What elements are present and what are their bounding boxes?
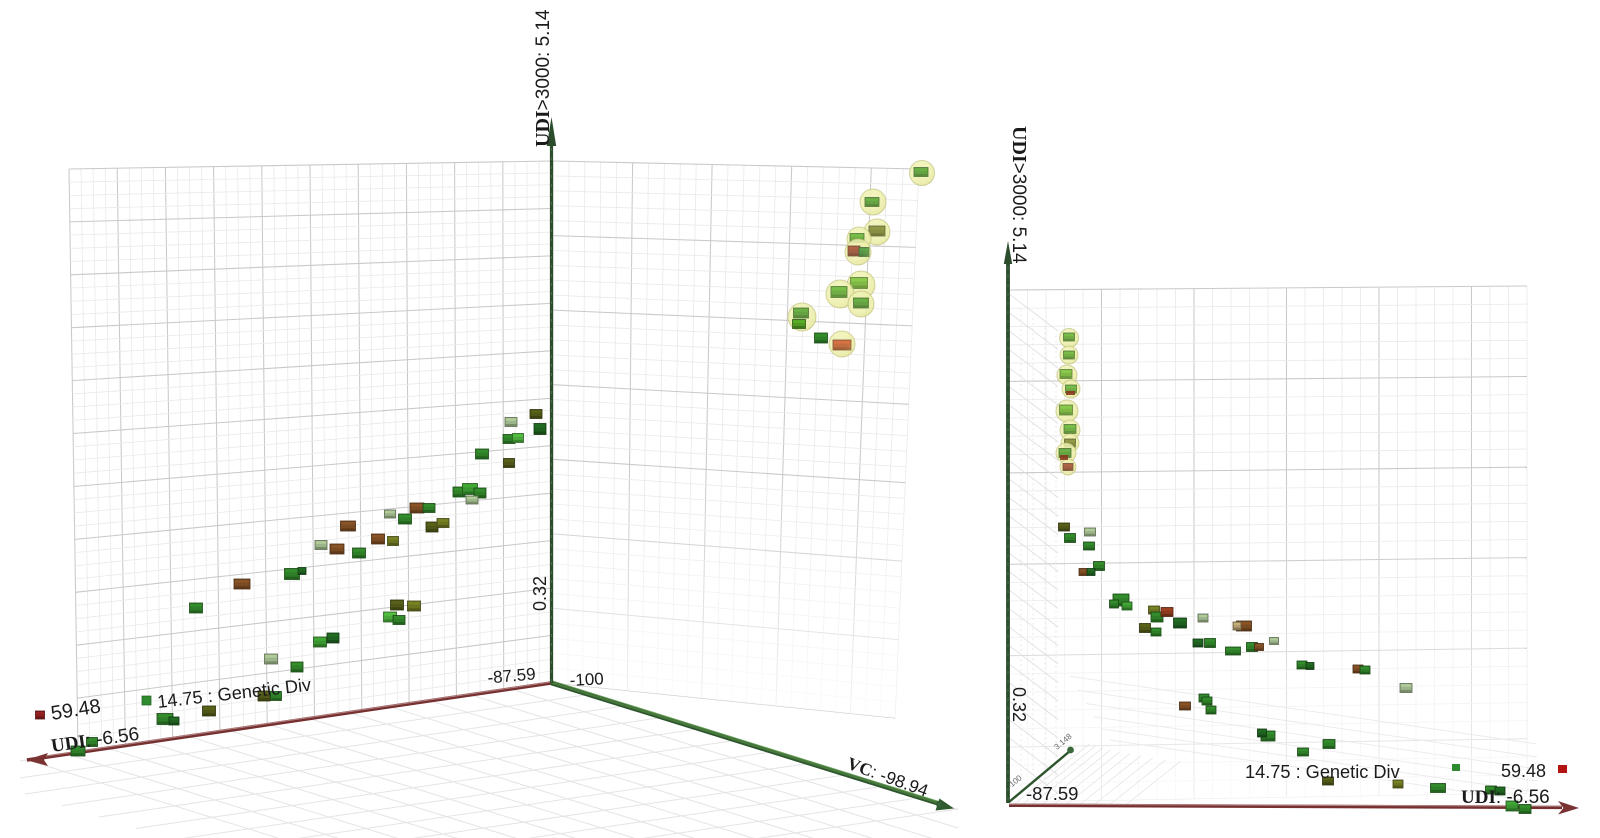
svg-text:14.75 : Genetic Div: 14.75 : Genetic Div: [1245, 762, 1401, 782]
svg-text:UDI: -6.56: UDI: -6.56: [1461, 787, 1550, 808]
svg-text:59.48: 59.48: [1501, 761, 1546, 781]
svg-text:UDI>3000: 5.14: UDI>3000: 5.14: [532, 9, 554, 147]
svg-text:UDI>3000: 5.14: UDI>3000: 5.14: [1008, 126, 1030, 264]
svg-text:-100: -100: [569, 669, 604, 690]
svg-text:-87.59: -87.59: [1026, 783, 1078, 804]
svg-text:-87.59: -87.59: [487, 664, 537, 687]
svg-text:0.32: 0.32: [1009, 687, 1029, 722]
svg-text:0.32: 0.32: [530, 576, 550, 611]
